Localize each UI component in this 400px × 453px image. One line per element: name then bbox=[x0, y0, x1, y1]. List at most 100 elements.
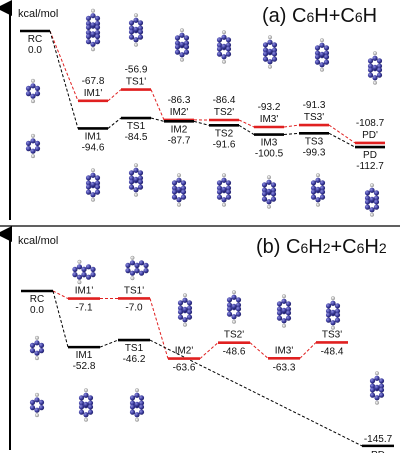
carbon-atom bbox=[315, 186, 321, 192]
state-label-ts1: TS1 bbox=[127, 121, 146, 132]
carbon-atom bbox=[216, 180, 223, 186]
hydrogen-atom bbox=[31, 99, 36, 104]
carbon-atom bbox=[235, 302, 242, 308]
carbon-atom bbox=[176, 186, 182, 192]
carbon-atom bbox=[330, 300, 336, 306]
molecule-im3 bbox=[261, 175, 277, 209]
carbon-atom bbox=[85, 15, 92, 21]
connector-ts1p-im2p bbox=[149, 298, 169, 359]
molecule-rc-a-top bbox=[25, 78, 41, 104]
carbon-atom bbox=[266, 199, 272, 205]
panel-b-title: (b) C6H2+C6H2 bbox=[256, 236, 387, 258]
connector-im2p-ts2p bbox=[199, 342, 219, 359]
carbon-atom bbox=[85, 39, 92, 45]
hydrogen-atom bbox=[31, 154, 36, 159]
hydrogen-atom bbox=[221, 30, 226, 35]
molecule-ts2p bbox=[216, 30, 232, 64]
carbon-atom bbox=[323, 54, 330, 60]
carbon-atom bbox=[262, 51, 269, 57]
state-label-ts1p: TS1' bbox=[126, 77, 146, 88]
carbon-atom bbox=[90, 192, 96, 198]
carbon-atom bbox=[364, 195, 371, 201]
carbon-atom bbox=[125, 268, 131, 274]
carbon-atom bbox=[134, 401, 140, 407]
carbon-atom bbox=[373, 190, 380, 196]
hydrogen-atom bbox=[282, 294, 287, 299]
state-label-im1: IM1 bbox=[85, 131, 102, 142]
connector-ts2-im3 bbox=[238, 124, 255, 135]
carbon-atom bbox=[325, 317, 332, 323]
molecule-pd-b bbox=[369, 371, 385, 405]
connector-ts3p-pdp bbox=[328, 124, 356, 144]
energy-value-ts2p: -48.6 bbox=[223, 347, 246, 358]
carbon-atom bbox=[235, 306, 242, 312]
carbon-atom bbox=[372, 55, 378, 61]
carbon-atom bbox=[183, 44, 190, 50]
carbon-atom bbox=[94, 15, 101, 21]
state-label-ts3: TS3 bbox=[305, 136, 324, 147]
connector-im3-ts3 bbox=[283, 132, 300, 136]
energy-value-im3p: -63.3 bbox=[273, 362, 296, 373]
carbon-atom bbox=[81, 266, 87, 272]
carbon-atom bbox=[373, 204, 380, 210]
energy-value-im1: -94.6 bbox=[82, 142, 105, 153]
connector-ts2p-im3p bbox=[249, 342, 269, 359]
carbon-atom bbox=[367, 63, 374, 69]
carbon-atom bbox=[270, 196, 277, 202]
molecule-im2 bbox=[171, 173, 187, 207]
carbon-atom bbox=[87, 404, 94, 410]
hydrogen-atom bbox=[331, 325, 336, 330]
carbon-atom bbox=[376, 63, 383, 69]
carbon-atom bbox=[266, 188, 272, 194]
carbon-atom bbox=[369, 392, 376, 398]
carbon-atom bbox=[94, 24, 101, 30]
carbon-atom bbox=[334, 312, 341, 318]
carbon-atom bbox=[94, 175, 101, 181]
carbon-atom bbox=[310, 180, 317, 186]
panel-a-ylabel: kcal/mol bbox=[18, 8, 58, 20]
carbon-atom bbox=[285, 301, 292, 307]
hydrogen-atom bbox=[221, 202, 226, 207]
hydrogen-atom bbox=[31, 78, 36, 83]
state-label-rc: RC bbox=[30, 294, 44, 305]
carbon-atom bbox=[138, 395, 145, 401]
carbon-atom bbox=[285, 306, 292, 312]
carbon-atom bbox=[133, 17, 139, 23]
state-label-ts1: TS1 bbox=[125, 343, 144, 354]
carbon-atom bbox=[171, 194, 178, 200]
carbon-atom bbox=[334, 308, 341, 314]
energy-value-im1: -52.8 bbox=[73, 361, 96, 372]
carbon-atom bbox=[281, 307, 287, 313]
carbon-atom bbox=[183, 40, 190, 46]
carbon-atom bbox=[143, 268, 149, 274]
carbon-atom bbox=[369, 387, 376, 393]
carbon-atom bbox=[372, 75, 378, 81]
carbon-atom bbox=[137, 20, 144, 26]
carbon-atom bbox=[38, 348, 45, 354]
carbon-atom bbox=[94, 33, 101, 40]
carbon-atom bbox=[378, 387, 385, 393]
carbon-atom bbox=[129, 409, 136, 415]
hydrogen-atom bbox=[35, 356, 40, 361]
carbon-atom bbox=[29, 342, 36, 348]
connector-ts1p-im2p bbox=[150, 89, 165, 121]
carbon-atom bbox=[34, 407, 40, 413]
carbon-atom bbox=[133, 187, 139, 193]
carbon-atom bbox=[85, 189, 92, 195]
carbon-atom bbox=[367, 58, 374, 64]
carbon-atom bbox=[315, 197, 321, 203]
energy-value-ts2: -91.6 bbox=[213, 139, 236, 150]
panel-b-ylabel: kcal/mol bbox=[18, 235, 58, 247]
carbon-atom bbox=[183, 49, 190, 55]
carbon-atom bbox=[319, 189, 326, 195]
state-label-im3p: IM3' bbox=[275, 345, 294, 356]
carbon-atom bbox=[34, 91, 41, 97]
hydrogen-atom bbox=[370, 212, 375, 217]
carbon-atom bbox=[134, 262, 140, 268]
carbon-atom bbox=[225, 180, 232, 186]
hydrogen-atom bbox=[35, 413, 40, 418]
hydrogen-atom bbox=[31, 133, 36, 138]
hydrogen-atom bbox=[375, 371, 380, 376]
carbon-atom bbox=[323, 50, 330, 56]
energy-value-pd: -112.7 bbox=[356, 161, 384, 172]
